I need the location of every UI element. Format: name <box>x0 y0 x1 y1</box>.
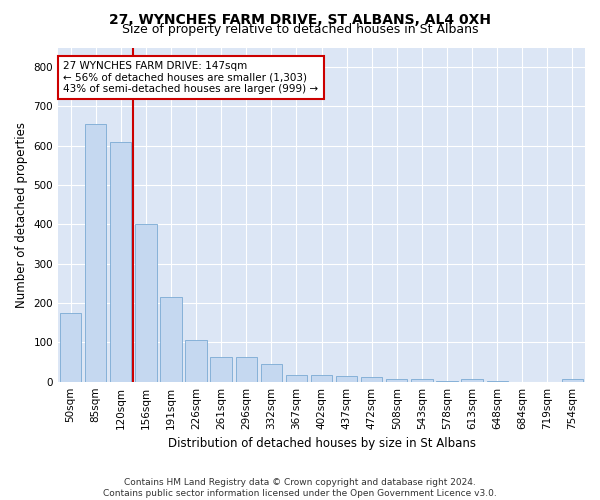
Bar <box>336 376 357 382</box>
Bar <box>185 340 207 382</box>
Text: Contains HM Land Registry data © Crown copyright and database right 2024.
Contai: Contains HM Land Registry data © Crown c… <box>103 478 497 498</box>
Bar <box>361 377 382 382</box>
Bar <box>436 381 458 382</box>
Bar <box>286 375 307 382</box>
Text: 27 WYNCHES FARM DRIVE: 147sqm
← 56% of detached houses are smaller (1,303)
43% o: 27 WYNCHES FARM DRIVE: 147sqm ← 56% of d… <box>64 61 319 94</box>
Bar <box>562 380 583 382</box>
Text: Size of property relative to detached houses in St Albans: Size of property relative to detached ho… <box>122 22 478 36</box>
Y-axis label: Number of detached properties: Number of detached properties <box>15 122 28 308</box>
Bar <box>411 378 433 382</box>
Bar <box>160 297 182 382</box>
Bar <box>386 379 407 382</box>
Bar <box>311 376 332 382</box>
Bar <box>461 378 483 382</box>
Bar <box>236 357 257 382</box>
Bar <box>260 364 282 382</box>
Bar <box>60 313 81 382</box>
Text: 27, WYNCHES FARM DRIVE, ST ALBANS, AL4 0XH: 27, WYNCHES FARM DRIVE, ST ALBANS, AL4 0… <box>109 12 491 26</box>
Bar <box>110 142 131 382</box>
X-axis label: Distribution of detached houses by size in St Albans: Distribution of detached houses by size … <box>167 437 476 450</box>
Bar <box>135 224 157 382</box>
Bar <box>85 124 106 382</box>
Bar <box>211 357 232 382</box>
